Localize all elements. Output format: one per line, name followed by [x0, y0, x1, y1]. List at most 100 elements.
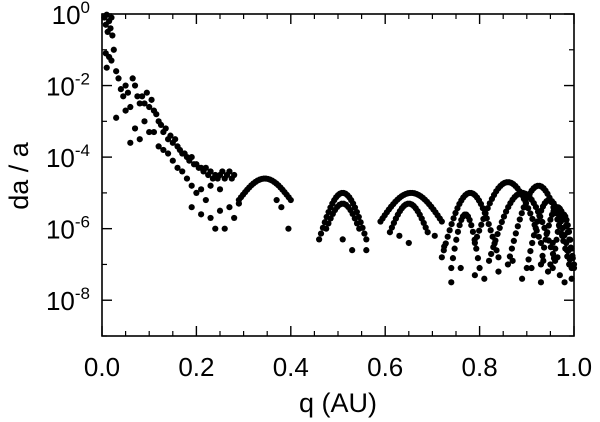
- data-point: [535, 233, 542, 240]
- data-point: [405, 239, 412, 247]
- data-point: [188, 182, 195, 189]
- data-point: [107, 25, 114, 32]
- data-point: [160, 146, 167, 154]
- data-point: [174, 164, 181, 171]
- data-point: [451, 245, 458, 252]
- data-point: [536, 212, 543, 219]
- data-point: [150, 128, 158, 136]
- y-tick-label: 10-4: [46, 141, 90, 173]
- data-point: [136, 136, 143, 143]
- data-point: [512, 230, 519, 237]
- data-point: [141, 100, 148, 107]
- data-point: [476, 264, 483, 272]
- data-point: [155, 143, 162, 150]
- data-point: [134, 93, 141, 100]
- data-point: [547, 261, 554, 268]
- data-point: [516, 216, 523, 223]
- data-point: [525, 256, 532, 263]
- data-point: [478, 221, 485, 228]
- data-point: [498, 218, 505, 226]
- data-point: [456, 222, 463, 229]
- data-point: [179, 168, 186, 175]
- data-point: [339, 236, 346, 243]
- data-point: [127, 103, 134, 111]
- data-point: [542, 236, 549, 243]
- data-point: [157, 121, 165, 129]
- data-point: [207, 182, 214, 189]
- data-point: [554, 228, 561, 235]
- data-point: [446, 227, 453, 234]
- data-point: [153, 111, 160, 118]
- data-point: [453, 236, 460, 243]
- data-point: [108, 57, 115, 64]
- data-point: [198, 186, 205, 193]
- y-tick-label: 100: [52, 0, 90, 30]
- data-point: [547, 216, 554, 223]
- data-point: [479, 205, 486, 212]
- data-point: [285, 225, 292, 232]
- data-point: [485, 220, 492, 228]
- data-point: [172, 136, 179, 143]
- data-point: [139, 93, 146, 100]
- data-point: [422, 224, 429, 231]
- data-point: [188, 204, 195, 211]
- data-point: [207, 214, 214, 222]
- data-point: [363, 236, 370, 243]
- data-point: [325, 220, 332, 227]
- x-tick-label: 0.0: [84, 352, 120, 382]
- data-point: [509, 257, 516, 264]
- data-point: [431, 232, 438, 239]
- data-point: [476, 227, 483, 234]
- data-point: [146, 103, 153, 111]
- data-point: [127, 139, 134, 146]
- data-point: [500, 213, 508, 220]
- x-axis: 0.0 0.2 0.4 0.6 0.8 1.0: [84, 14, 592, 382]
- data-point: [108, 14, 115, 21]
- data-point: [122, 107, 129, 114]
- data-point: [216, 186, 224, 193]
- x-axis-title: q (AU): [299, 388, 377, 418]
- y-axis-title: da / a: [4, 141, 34, 210]
- data-point: [202, 164, 209, 171]
- data-point: [361, 230, 368, 237]
- data-point: [523, 264, 530, 272]
- data-point: [454, 228, 462, 235]
- data-point: [450, 215, 457, 222]
- data-point: [482, 210, 489, 217]
- data-point: [231, 214, 238, 222]
- data-point: [216, 207, 224, 214]
- data-point: [552, 245, 559, 252]
- data-point: [488, 250, 495, 258]
- data-point: [124, 89, 132, 96]
- data-point: [471, 272, 478, 279]
- data-point: [561, 279, 568, 286]
- data-point: [221, 225, 228, 232]
- data-point: [556, 272, 563, 279]
- data-point: [527, 210, 534, 217]
- data-point: [143, 89, 150, 96]
- data-point: [481, 275, 488, 282]
- data-point: [537, 279, 545, 286]
- data-point: [518, 210, 525, 217]
- data-point: [122, 82, 129, 89]
- data-point: [563, 247, 571, 254]
- y-tick-label: 10-8: [46, 284, 90, 316]
- x-tick-label: 0.4: [273, 352, 309, 382]
- data-point: [508, 245, 515, 252]
- data-point: [567, 236, 574, 243]
- data-point: [544, 229, 551, 236]
- data-point: [110, 46, 117, 53]
- data-point: [534, 218, 541, 225]
- data-point: [544, 268, 552, 275]
- data-point: [518, 275, 526, 282]
- data-point: [438, 254, 445, 261]
- data-point: [219, 168, 226, 175]
- y-tick-label: 10-6: [46, 213, 90, 245]
- data-point: [188, 154, 195, 161]
- data-point: [115, 75, 122, 82]
- data-point: [484, 205, 491, 212]
- data-point: [136, 100, 143, 107]
- data-point: [448, 279, 455, 286]
- data-point: [448, 264, 455, 272]
